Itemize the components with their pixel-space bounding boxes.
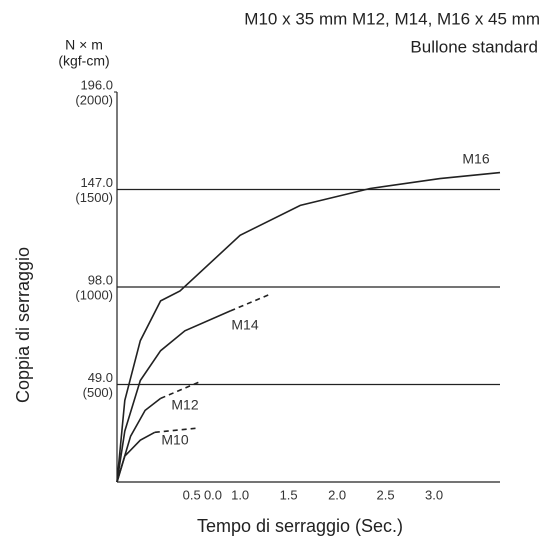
y-tick-label-kgf: (500): [83, 385, 113, 400]
y-tick-label-kgf: (1500): [75, 190, 113, 205]
y-tick-label-kgf: (1000): [75, 287, 113, 302]
y-tick-label: 98.0: [88, 272, 113, 287]
curve: [116, 171, 501, 483]
x-tick-label: 2.0: [328, 487, 346, 502]
curve-dashed: [160, 380, 201, 400]
y-tick-label: 196.0: [80, 77, 113, 92]
curve-dashed: [230, 294, 269, 312]
y-tick-label-kgf: (2000): [75, 92, 113, 107]
chart-title: M10 x 35 mm M12, M14, M16 x 45 mm: [244, 9, 540, 28]
curve-label: M16: [462, 151, 489, 167]
x-tick-label: 1.5: [280, 487, 298, 502]
chart-subtitle: Bullone standard: [410, 37, 538, 56]
x-tick-label: 2.5: [377, 487, 395, 502]
curve-label: M14: [231, 317, 258, 333]
y-axis-label: Coppia di serraggio: [13, 247, 33, 403]
y-unit: N × m: [65, 37, 103, 53]
y-tick-label: 147.0: [80, 175, 113, 190]
x-tick-label: 1.0: [231, 487, 249, 502]
curve-dashed: [154, 427, 196, 434]
curve-label: M10: [161, 432, 188, 448]
curve: [116, 310, 231, 483]
y-unit-secondary: (kgf-cm): [58, 53, 109, 69]
x-tick-label: 3.0: [425, 487, 443, 502]
curve: [116, 431, 156, 483]
x-tick-label: 0.5: [183, 487, 201, 502]
curve-label: M12: [171, 397, 198, 413]
x-axis-label: Tempo di serraggio (Sec.): [197, 516, 403, 536]
y-tick-label: 49.0: [88, 370, 113, 385]
x-tick-label: 0.0: [204, 487, 222, 502]
